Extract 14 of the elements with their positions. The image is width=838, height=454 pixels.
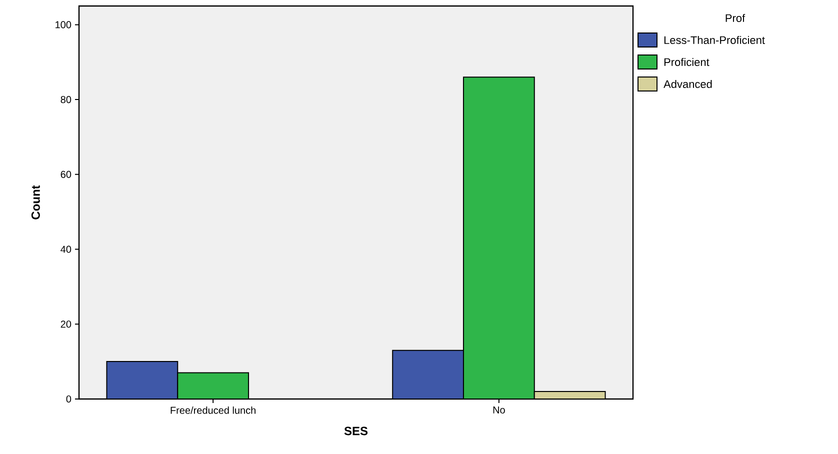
y-tick-label: 0: [66, 395, 72, 403]
legend-title: Prof: [726, 14, 746, 22]
legend-label: Less-Than-Proficient: [664, 36, 765, 44]
y-tick-label: 40: [60, 246, 72, 253]
x-tick-label: Free/reduced lunch: [170, 406, 256, 414]
y-axis-title: Count: [31, 185, 40, 220]
y-tick-label: 80: [60, 96, 72, 104]
x-tick-label: No: [493, 406, 505, 414]
y-tick-label: 100: [56, 21, 72, 28]
y-tick-label: 20: [60, 320, 72, 328]
y-tick-label: 60: [60, 170, 72, 178]
x-axis-title: SES: [344, 426, 368, 436]
legend-label: Advanced: [664, 80, 712, 88]
legend-label: Proficient: [664, 58, 710, 66]
